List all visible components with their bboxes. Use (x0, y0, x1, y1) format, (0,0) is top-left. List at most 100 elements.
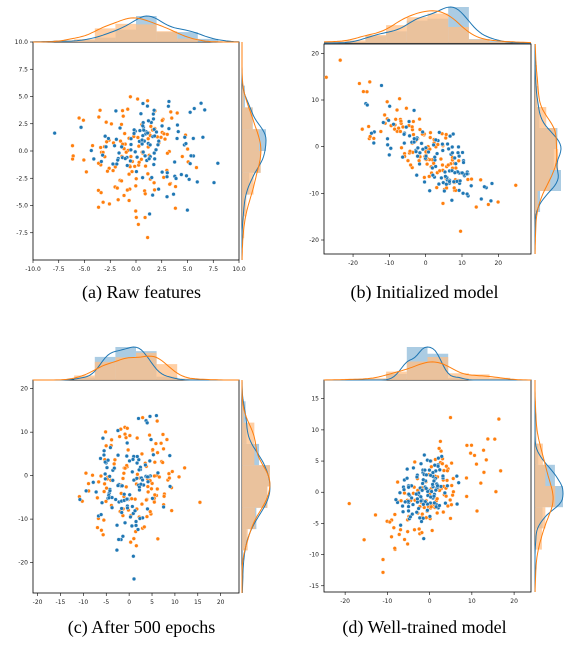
side-hist-bar (535, 191, 538, 212)
scatter-point (478, 177, 483, 182)
scatter-point (451, 476, 456, 481)
scatter-point (371, 140, 376, 146)
scatter-point (114, 523, 120, 528)
scatter-point (136, 144, 141, 149)
scatter-point (430, 470, 436, 475)
scatter-point (139, 502, 145, 507)
side-hist-bar (242, 443, 255, 466)
scatter-point (402, 537, 407, 542)
scatter-point (421, 502, 426, 507)
scatter-point (456, 158, 461, 163)
scatter-point (452, 170, 457, 175)
scatter-point (450, 150, 455, 155)
scatter-point (188, 110, 193, 115)
top-hist-bar (115, 23, 136, 42)
scatter-point (440, 142, 445, 147)
scatter-point (84, 169, 89, 174)
scatter-point (143, 164, 148, 169)
scatter-point (150, 447, 155, 452)
scatter-point (451, 489, 456, 494)
scatter-point (411, 108, 417, 113)
scatter-point (84, 488, 89, 493)
y-tick-label: -5.0 (16, 203, 28, 210)
y-tick-label: 20 (311, 50, 319, 57)
scatter-point (152, 156, 157, 161)
scatter-point (158, 135, 164, 140)
scatter-point (118, 138, 123, 144)
scatter-point (444, 464, 449, 469)
scatter-point (446, 162, 451, 168)
scatter-point (176, 474, 182, 479)
scatter-point (154, 413, 159, 418)
x-tick-label: -7.5 (53, 266, 65, 273)
top-hist-bar (324, 41, 345, 43)
scatter-point (458, 229, 463, 234)
y-tick-label: -10 (18, 516, 28, 523)
scatter-point (191, 136, 196, 141)
scatter-point (444, 478, 450, 483)
scatter-point (134, 543, 139, 548)
scatter-point (456, 144, 461, 150)
scatter-point (98, 145, 103, 150)
scatter-point (173, 176, 179, 181)
top-hist-bar (489, 42, 511, 43)
scatter-point (211, 180, 217, 185)
scatter-point (155, 486, 160, 492)
scatter-point (422, 175, 427, 180)
y-tick-label: 0.0 (18, 148, 28, 155)
scatter-point (393, 117, 398, 122)
scatter-point (449, 168, 455, 173)
top-kde-line (323, 10, 532, 44)
scatter-point (116, 537, 121, 542)
caption-d: (d) Well-trained model (342, 617, 507, 637)
scatter-point (130, 457, 136, 462)
side-hist-bar (535, 128, 557, 149)
scatter-point (138, 111, 144, 116)
scatter-point (166, 104, 171, 109)
scatter-point (123, 435, 129, 440)
scatter-point (172, 159, 177, 165)
scatter-point (420, 488, 425, 493)
scatter-point (139, 157, 144, 162)
scatter-point (169, 115, 174, 121)
scatter-point (119, 510, 124, 515)
scatter-point (437, 446, 442, 451)
scatter-point (439, 454, 444, 459)
scatter-point (418, 494, 423, 499)
y-tick-label: 10 (311, 427, 319, 434)
scatter-point (99, 190, 104, 195)
scatter-point (411, 132, 416, 137)
x-tick-label: 0.0 (131, 266, 141, 273)
scatter-point (379, 83, 384, 88)
scatter-point (70, 143, 75, 148)
scatter-point (162, 494, 167, 499)
scatter-point (179, 172, 184, 177)
scatter-point (167, 475, 172, 481)
scatter-point (417, 515, 422, 520)
scatter-point (135, 454, 140, 459)
scatter-point (91, 156, 96, 162)
scatter-point (428, 473, 433, 478)
y-tick-label: 10 (311, 97, 319, 104)
scatter-point (397, 532, 402, 537)
scatter-point (145, 130, 150, 136)
scatter-point (398, 523, 403, 528)
scatter-point (418, 461, 424, 466)
caption-c: (c) After 500 epochs (67, 617, 216, 637)
scatter-point (101, 518, 106, 523)
scatter-point (155, 536, 160, 541)
scatter-point (400, 155, 405, 160)
scatter-point (392, 512, 397, 517)
scatter-point (125, 440, 130, 446)
side-kde-line (534, 380, 554, 592)
scatter-point (164, 194, 170, 199)
scatter-point (101, 200, 106, 205)
scatter-point (96, 479, 101, 484)
top-hist-bar (156, 364, 178, 380)
top-hist-bar (136, 352, 157, 380)
scatter-point (437, 130, 442, 135)
scatter-point (151, 111, 156, 117)
x-tick-label: -10.0 (25, 266, 41, 273)
scatter-point (140, 477, 145, 483)
